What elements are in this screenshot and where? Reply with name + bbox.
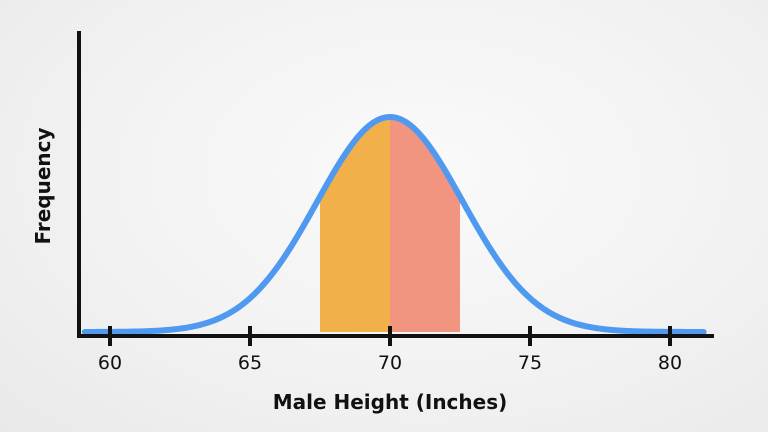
shaded-regions [320,117,460,332]
x-tick-label-65: 65 [238,352,262,374]
x-tick-label-60: 60 [98,352,122,374]
shaded-region-2 [390,117,460,332]
x-ticks: 60 65 70 75 80 [98,326,682,374]
x-tick-label-75: 75 [518,352,542,374]
shaded-region-1 [320,117,390,332]
x-tick-label-80: 80 [658,352,682,374]
x-axis-title: Male Height (Inches) [273,390,508,414]
x-tick-label-70: 70 [378,352,402,374]
y-axis-title: Frequency [31,127,55,244]
distribution-curve [81,114,707,335]
